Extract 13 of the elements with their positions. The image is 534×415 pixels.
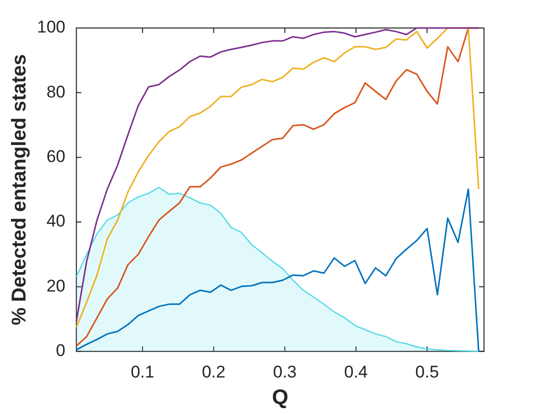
y-tick-label: 0 [56, 341, 66, 360]
x-tick-label: 0.5 [415, 362, 439, 382]
y-tick-label: 80 [46, 82, 66, 102]
x-axis-title: Q [272, 386, 288, 410]
x-tick-label: 0.1 [130, 362, 154, 382]
y-tick-label: 20 [46, 276, 66, 296]
y-tick-label: 40 [46, 212, 66, 231]
y-tick-label: 100 [36, 18, 66, 37]
y-axis-title: % Detected entangled states [8, 54, 31, 326]
y-tick-label: 60 [46, 147, 66, 166]
x-tick-label: 0.3 [272, 362, 297, 382]
x-tick-label: 0.2 [202, 362, 226, 382]
x-tick-label: 0.4 [344, 362, 368, 382]
